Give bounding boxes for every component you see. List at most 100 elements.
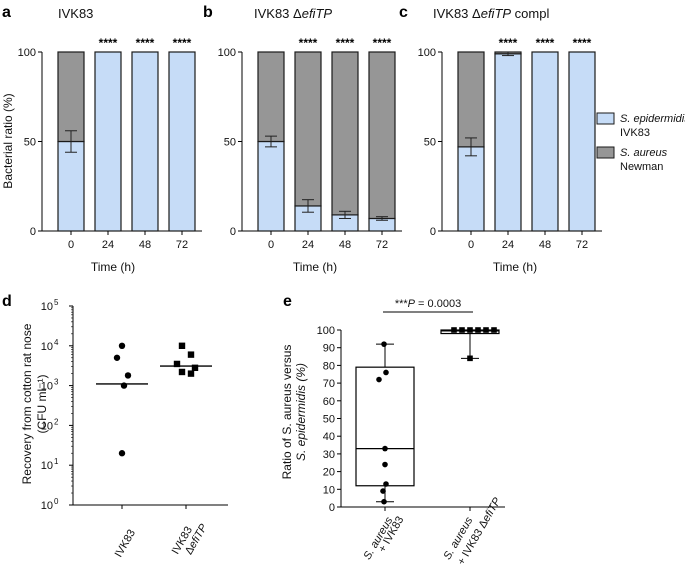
data-point-ivk83 [113, 354, 121, 361]
data-point-ivk83-efitp [467, 327, 473, 333]
significance-stars: **** [573, 36, 592, 50]
data-point-ivk83 [380, 488, 386, 494]
x-tick-label: 24 [302, 239, 314, 251]
data-point-ivk83-efitp [178, 342, 186, 349]
y-tick-label: 60 [323, 396, 335, 408]
panel-label-d: d [2, 293, 12, 310]
y-tick-label: 20 [323, 467, 335, 479]
y-tick-label-base: 10 [41, 381, 53, 393]
y-tick-label: 30 [323, 449, 335, 461]
panel-label-e: e [283, 293, 292, 310]
y-tick-label-exponent: 2 [54, 417, 59, 426]
panel-c-title-part: efiTP [481, 6, 512, 21]
legend-label-aureus-strain: Newman [620, 161, 663, 173]
panel-b-title: IVK83 ΔefiTP [254, 6, 332, 21]
data-point-ivk83 [120, 382, 128, 389]
data-point-ivk83 [118, 450, 126, 457]
bar-epidermidis [531, 51, 559, 232]
data-point-ivk83-efitp [467, 355, 473, 362]
panel-a-title: IVK83 [58, 6, 93, 21]
bar-epidermidis [57, 140, 85, 232]
legend-label-epidermidis-strain: IVK83 [620, 127, 650, 139]
legend-label-epidermidis: S. epidermidis [620, 113, 685, 125]
y-tick-label: 0 [30, 226, 36, 238]
data-point-ivk83-efitp [187, 370, 195, 377]
panel-d: d Recovery from cotton rat nose (CFU ml⁻… [2, 293, 228, 559]
y-tick-label: 100 [18, 47, 36, 59]
panel-b-title-part: IVK83 Δ [254, 6, 302, 21]
y-tick-label: 50 [224, 137, 236, 149]
y-tick-label: 10 [41, 381, 53, 393]
y-tick-label: 50 [424, 137, 436, 149]
data-point-ivk83 [383, 369, 389, 376]
y-tick-label: 10 [41, 420, 53, 432]
data-point-ivk83-efitp [173, 360, 181, 368]
y-tick-label: 0 [230, 226, 236, 238]
panel-a: a IVK83 Bacterial ratio (%) 0 50 100 0 24 ***… [1, 4, 202, 274]
data-point-ivk83 [381, 498, 387, 505]
x-tick-label: 48 [339, 239, 351, 251]
bar-aureus [294, 51, 322, 207]
y-tick-label-exponent: 0 [54, 497, 59, 506]
y-tick-label: 40 [323, 431, 335, 443]
p-value-symbol: P [408, 298, 416, 310]
significance-stars: **** [499, 36, 518, 50]
panel-label-b: b [203, 4, 213, 21]
significance-stars: **** [99, 36, 118, 50]
y-tick-label: 100 [317, 325, 335, 337]
panel-b: b IVK83 ΔefiTP 0 50 100 0 24 **** 48 **** 72 ****… [203, 4, 402, 274]
significance-stars: **** [299, 36, 318, 50]
y-tick-label-base: 10 [41, 341, 53, 353]
data-point-ivk83-efitp [491, 327, 497, 333]
y-tick-label: 0 [430, 226, 436, 238]
panel-d-ylabel-units: (CFU ml⁻¹) [35, 375, 49, 434]
panel-b-title-part: efiTP [302, 6, 333, 21]
bar-epidermidis [494, 53, 522, 232]
panel-e-ylabel-line2: S. epidermidis (%) [294, 363, 308, 461]
panel-e-ylabel: Ratio of S. aureus versus [280, 345, 294, 480]
y-tick-label: 50 [323, 414, 335, 426]
y-tick-label-base: 10 [41, 301, 53, 313]
bar-aureus [57, 51, 85, 143]
significance-stars: **** [373, 36, 392, 50]
y-tick-label: 100 [418, 47, 436, 59]
y-tick-label-exponent: 3 [54, 378, 59, 387]
x-tick-label: 0 [268, 239, 274, 251]
x-tick-label: 0 [468, 239, 474, 251]
bar-epidermidis [568, 51, 596, 232]
data-point-ivk83 [382, 461, 388, 468]
y-tick-label: 10 [41, 500, 53, 512]
y-tick-label: 0 [329, 502, 335, 514]
y-tick-label: 100 [218, 47, 236, 59]
y-tick-label: 10 [41, 341, 53, 353]
significance-stars: **** [336, 36, 355, 50]
y-tick-label: 70 [323, 378, 335, 390]
significance-stars: **** [136, 36, 155, 50]
x-tick-label: 48 [539, 239, 551, 251]
bar-epidermidis [457, 146, 485, 232]
panel-label-c: c [399, 4, 408, 21]
data-point-ivk83 [381, 341, 387, 347]
y-tick-label: 90 [323, 343, 335, 355]
box [355, 366, 415, 487]
y-tick-label: 80 [323, 360, 335, 372]
data-point-ivk83-efitp [475, 327, 481, 333]
panel-a-xlabel: Time (h) [91, 260, 135, 274]
bar-epidermidis [94, 51, 122, 232]
y-tick-label-base: 10 [41, 460, 53, 472]
bar-epidermidis [168, 51, 196, 232]
data-point-ivk83-efitp [451, 327, 457, 333]
bar-aureus [368, 51, 396, 220]
y-tick-label: 10 [323, 484, 335, 496]
data-point-ivk83-efitp [483, 327, 489, 333]
data-point-ivk83 [382, 445, 388, 452]
data-point-ivk83 [118, 342, 126, 349]
bar-aureus [257, 51, 285, 143]
y-tick-label-base: 10 [41, 500, 53, 512]
significance-stars: **** [536, 36, 555, 50]
y-tick-label: 10 [41, 301, 53, 313]
bar-epidermidis [131, 51, 159, 232]
data-point-ivk83 [124, 372, 132, 379]
bar-aureus [331, 51, 359, 216]
